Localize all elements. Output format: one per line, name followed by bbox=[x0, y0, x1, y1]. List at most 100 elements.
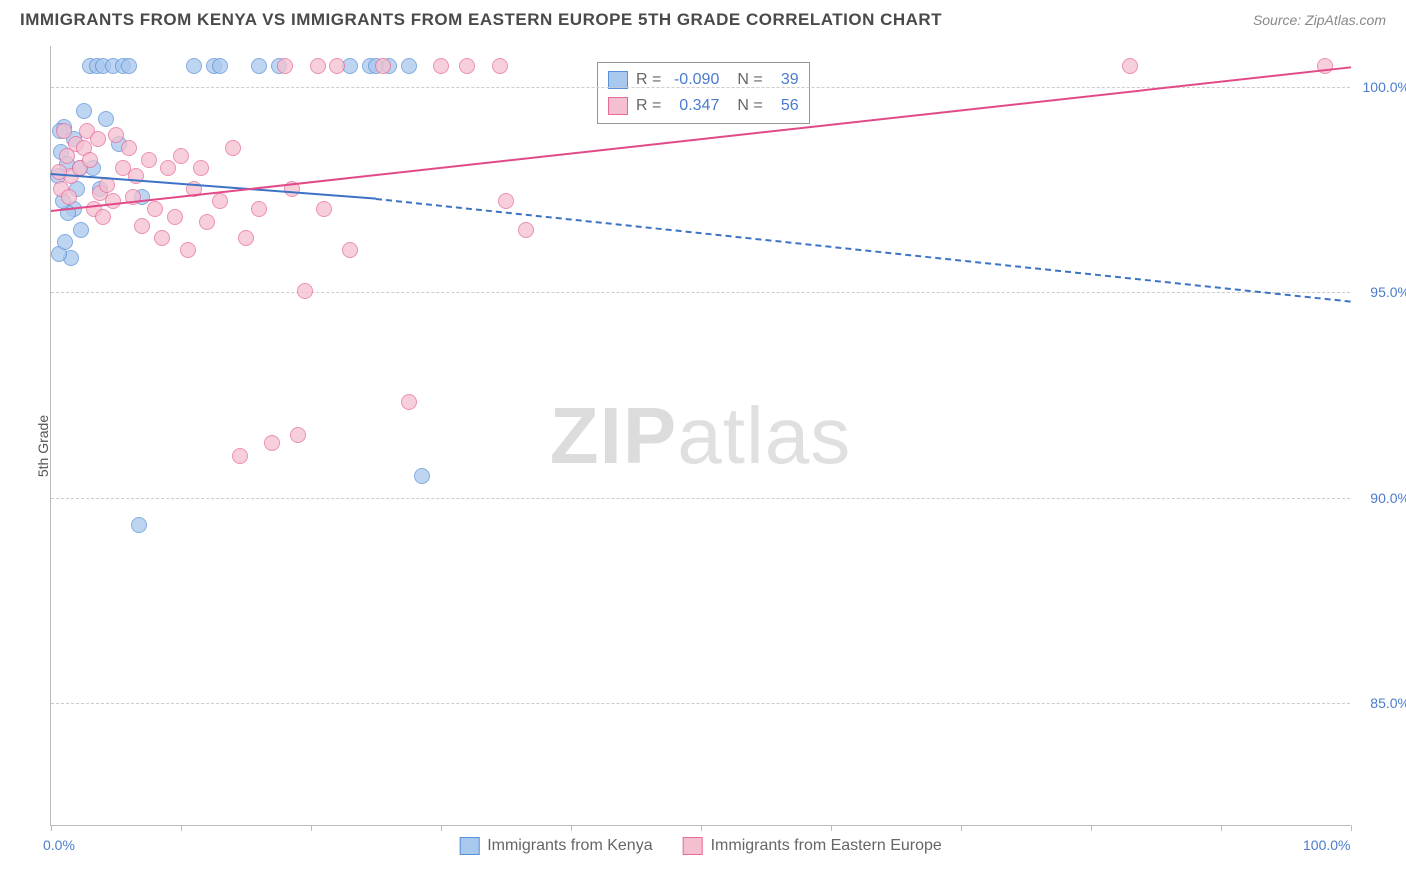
stat-r-value: 0.347 bbox=[669, 97, 719, 115]
scatter-point bbox=[167, 209, 183, 225]
scatter-point bbox=[147, 201, 163, 217]
xtick bbox=[1091, 825, 1092, 831]
scatter-point bbox=[108, 127, 124, 143]
legend-bottom: Immigrants from Kenya Immigrants from Eas… bbox=[459, 837, 942, 855]
watermark-bold: ZIP bbox=[550, 391, 677, 480]
legend-item: Immigrants from Kenya bbox=[459, 837, 652, 855]
scatter-point bbox=[134, 218, 150, 234]
scatter-point bbox=[121, 58, 137, 74]
xtick bbox=[1351, 825, 1352, 831]
legend-item: Immigrants from Eastern Europe bbox=[683, 837, 942, 855]
xtick bbox=[51, 825, 52, 831]
scatter-point bbox=[186, 58, 202, 74]
scatter-point bbox=[95, 209, 111, 225]
scatter-point bbox=[76, 103, 92, 119]
source-prefix: Source: bbox=[1253, 12, 1301, 28]
xtick-label: 100.0% bbox=[1303, 837, 1350, 853]
scatter-point bbox=[212, 58, 228, 74]
ytick-label: 85.0% bbox=[1370, 695, 1406, 711]
xtick bbox=[961, 825, 962, 831]
scatter-point bbox=[498, 193, 514, 209]
scatter-point bbox=[131, 517, 147, 533]
scatter-point bbox=[56, 123, 72, 139]
scatter-point bbox=[90, 131, 106, 147]
legend-swatch bbox=[459, 837, 479, 855]
scatter-point bbox=[98, 111, 114, 127]
xtick-label: 0.0% bbox=[43, 837, 75, 853]
stat-n-label: N = bbox=[737, 71, 762, 89]
plot-area: ZIPatlas R =-0.090N =39R =0.347N =56 Imm… bbox=[50, 46, 1350, 826]
scatter-point bbox=[264, 435, 280, 451]
scatter-point bbox=[459, 58, 475, 74]
gridline-h bbox=[51, 703, 1350, 704]
scatter-point bbox=[180, 242, 196, 258]
scatter-point bbox=[238, 230, 254, 246]
xtick bbox=[181, 825, 182, 831]
scatter-point bbox=[105, 193, 121, 209]
source-label: Source: ZipAtlas.com bbox=[1253, 12, 1386, 28]
stat-n-label: N = bbox=[737, 97, 762, 115]
scatter-point bbox=[518, 222, 534, 238]
xtick bbox=[1221, 825, 1222, 831]
stat-r-label: R = bbox=[636, 97, 661, 115]
scatter-point bbox=[212, 193, 228, 209]
legend-label: Immigrants from Eastern Europe bbox=[711, 837, 942, 855]
scatter-point bbox=[401, 58, 417, 74]
gridline-h bbox=[51, 292, 1350, 293]
xtick bbox=[311, 825, 312, 831]
watermark-thin: atlas bbox=[677, 391, 851, 480]
legend-label: Immigrants from Kenya bbox=[487, 837, 652, 855]
scatter-point bbox=[160, 160, 176, 176]
scatter-point bbox=[329, 58, 345, 74]
scatter-point bbox=[199, 214, 215, 230]
stats-row: R = -0.090 N = 39 bbox=[608, 67, 799, 93]
xtick bbox=[571, 825, 572, 831]
title-bar: IMMIGRANTS FROM KENYA VS IMMIGRANTS FROM… bbox=[0, 0, 1406, 36]
scatter-point bbox=[401, 394, 417, 410]
scatter-point bbox=[232, 448, 248, 464]
xtick bbox=[701, 825, 702, 831]
trendline-dashed bbox=[376, 198, 1351, 303]
scatter-point bbox=[121, 140, 137, 156]
scatter-point bbox=[225, 140, 241, 156]
ytick-label: 95.0% bbox=[1370, 284, 1406, 300]
scatter-point bbox=[316, 201, 332, 217]
scatter-point bbox=[290, 427, 306, 443]
scatter-point bbox=[61, 189, 77, 205]
stat-n-value: 39 bbox=[771, 71, 799, 89]
scatter-point bbox=[342, 242, 358, 258]
scatter-point bbox=[277, 58, 293, 74]
stats-box: R = -0.090 N = 39 R = 0.347 N = 56 bbox=[597, 62, 810, 124]
stat-n-value: 56 bbox=[771, 97, 799, 115]
stat-r-label: R = bbox=[636, 71, 661, 89]
scatter-point bbox=[154, 230, 170, 246]
legend-swatch bbox=[608, 97, 628, 115]
chart-title: IMMIGRANTS FROM KENYA VS IMMIGRANTS FROM… bbox=[20, 10, 942, 30]
xtick bbox=[831, 825, 832, 831]
scatter-point bbox=[492, 58, 508, 74]
ytick-label: 90.0% bbox=[1370, 490, 1406, 506]
scatter-point bbox=[310, 58, 326, 74]
scatter-point bbox=[1122, 58, 1138, 74]
scatter-point bbox=[193, 160, 209, 176]
scatter-point bbox=[251, 58, 267, 74]
scatter-point bbox=[128, 168, 144, 184]
scatter-point bbox=[82, 152, 98, 168]
source-value: ZipAtlas.com bbox=[1305, 12, 1386, 28]
stats-row: R = 0.347 N = 56 bbox=[608, 93, 799, 119]
legend-swatch bbox=[608, 71, 628, 89]
scatter-point bbox=[73, 222, 89, 238]
ytick-label: 100.0% bbox=[1363, 79, 1406, 95]
scatter-point bbox=[414, 468, 430, 484]
scatter-point bbox=[173, 148, 189, 164]
xtick bbox=[441, 825, 442, 831]
scatter-point bbox=[57, 234, 73, 250]
watermark: ZIPatlas bbox=[550, 390, 851, 482]
scatter-point bbox=[251, 201, 267, 217]
scatter-point bbox=[141, 152, 157, 168]
scatter-point bbox=[433, 58, 449, 74]
gridline-h bbox=[51, 498, 1350, 499]
scatter-point bbox=[375, 58, 391, 74]
y-axis-label: 5th Grade bbox=[35, 415, 51, 477]
stat-r-value: -0.090 bbox=[669, 71, 719, 89]
